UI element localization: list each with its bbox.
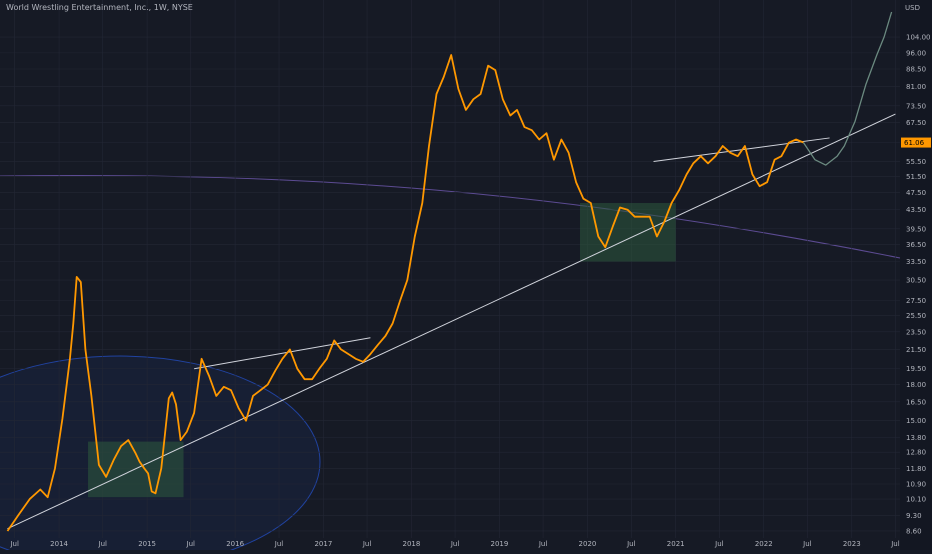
x-tick-label: 2023 xyxy=(843,540,861,548)
price-axis-background xyxy=(900,0,932,550)
x-tick-label: Jul xyxy=(362,540,372,548)
y-tick-label: 12.80 xyxy=(906,449,926,457)
x-tick-label: 2022 xyxy=(755,540,773,548)
x-tick-label: 2016 xyxy=(226,540,244,548)
x-tick-label: Jul xyxy=(450,540,460,548)
y-tick-label: 36.50 xyxy=(906,241,926,249)
x-tick-label: Jul xyxy=(186,540,196,548)
purple-curve-shape xyxy=(0,174,901,259)
y-tick-label: 67.50 xyxy=(906,119,926,127)
y-tick-label: 10.10 xyxy=(906,496,926,504)
y-tick-label: 81.00 xyxy=(906,83,926,91)
accumulation-box xyxy=(579,203,676,262)
y-tick-label: 104.00 xyxy=(906,34,931,42)
x-tick-label: Jul xyxy=(274,540,284,548)
x-tick-label: 2018 xyxy=(403,540,421,548)
trendline xyxy=(194,337,371,370)
price-tag xyxy=(901,137,931,148)
y-tick-label: 73.50 xyxy=(906,102,926,110)
x-tick-label: Jul xyxy=(802,540,812,548)
x-tick-label: Jul xyxy=(538,540,548,548)
y-tick-label: 16.50 xyxy=(906,398,926,406)
y-tick-label: 8.60 xyxy=(906,527,922,535)
y-tick-label: 10.90 xyxy=(906,481,926,489)
y-tick-label: 11.80 xyxy=(906,465,926,473)
y-tick-label: 55.50 xyxy=(906,158,926,166)
y-tick-label: 96.00 xyxy=(906,49,926,57)
y-tick-label: 23.50 xyxy=(906,328,926,336)
x-tick-label: 2015 xyxy=(138,540,156,548)
chart-title: World Wrestling Entertainment, Inc., 1W,… xyxy=(6,3,193,12)
y-tick-label: 13.80 xyxy=(906,434,926,442)
y-tick-label: 88.50 xyxy=(906,66,926,74)
y-tick-label: 27.50 xyxy=(906,297,926,305)
x-tick-label: 2019 xyxy=(491,540,509,548)
y-tick-label: 39.50 xyxy=(906,225,926,233)
y-tick-label: 18.00 xyxy=(906,381,926,389)
y-tick-label: 43.50 xyxy=(906,206,926,214)
y-tick-label: 25.50 xyxy=(906,312,926,320)
price-tag-label: 61.06 xyxy=(904,139,925,147)
y-tick-label: 47.50 xyxy=(906,189,926,197)
x-tick-label: Jul xyxy=(714,540,724,548)
y-tick-label: 51.50 xyxy=(906,173,926,181)
x-tick-label: Jul xyxy=(890,540,900,548)
price-series-line xyxy=(6,54,804,532)
trendline xyxy=(7,113,896,530)
y-tick-label: 15.00 xyxy=(906,417,926,425)
y-tick-label: 21.50 xyxy=(906,346,926,354)
x-tick-label: Jul xyxy=(98,540,108,548)
y-tick-label: 19.50 xyxy=(906,365,926,373)
x-tick-label: 2020 xyxy=(579,540,597,548)
projection-series-line xyxy=(802,11,893,166)
x-tick-label: 2017 xyxy=(314,540,332,548)
accumulation-box xyxy=(88,441,184,498)
x-tick-label: Jul xyxy=(9,540,19,548)
x-tick-label: Jul xyxy=(626,540,636,548)
x-tick-label: 2021 xyxy=(667,540,685,548)
y-tick-label: 30.50 xyxy=(906,277,926,285)
y-tick-label: 33.50 xyxy=(906,258,926,266)
y-tick-label: 9.30 xyxy=(906,512,922,520)
x-tick-label: 2014 xyxy=(50,540,68,548)
currency-label: USD xyxy=(905,4,920,12)
